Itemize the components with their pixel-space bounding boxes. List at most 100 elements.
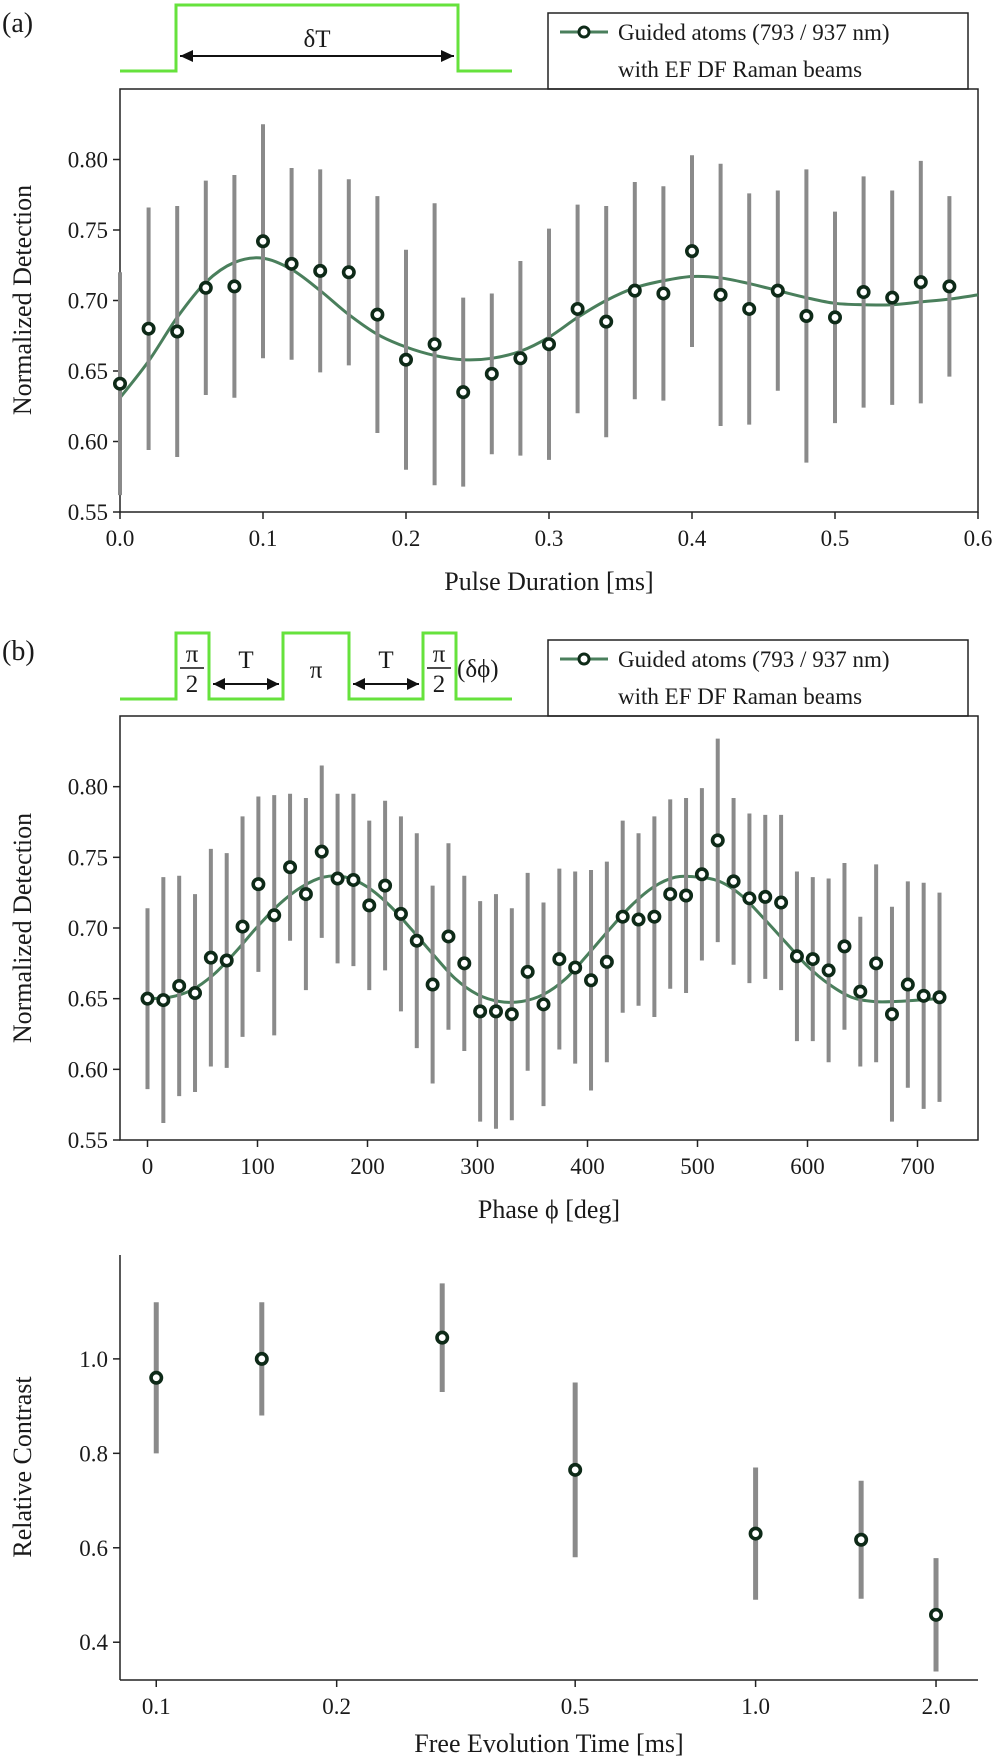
panel-b-data-point (552, 952, 567, 967)
panel-b-pi-half-2-denominator: 2 (433, 671, 446, 698)
panel-a-data-point (398, 352, 413, 367)
panel-b-data-point (330, 871, 345, 886)
panel-b-data-point (409, 933, 424, 948)
panel-b-data-point (631, 912, 646, 927)
panel-c-xtick-label: 1.0 (741, 1694, 770, 1719)
panel-a-data-point (656, 286, 671, 301)
panel-b-data-point (425, 977, 440, 992)
panel-b-data-point (774, 895, 789, 910)
panel-a-xtick-label: 0.0 (106, 526, 135, 551)
panel-a-pulse-outline (120, 3, 512, 73)
panel-b-legend: Guided atoms (793 / 937 nm) with EF DF R… (547, 639, 969, 717)
panel-c-ylabel: Relative Contrast (8, 1376, 37, 1558)
panel-b-pi-half-2-numerator: π (433, 641, 446, 668)
panel-b-legend-line2: with EF DF Raman beams (618, 684, 862, 709)
panel-b-data-point (378, 878, 393, 893)
panel-b-legend-line1: Guided atoms (793 / 937 nm) (618, 647, 890, 672)
panel-b-data-point (726, 874, 741, 889)
panel-b-T-arrowhead-1b (267, 678, 279, 690)
panel-a-legend: Guided atoms (793 / 937 nm) with EF DF R… (547, 12, 969, 90)
panel-a-ytick-label: 0.55 (68, 500, 108, 525)
panel-a-pulse-arrowhead-right (441, 50, 454, 62)
panel-a-ytick-label: 0.80 (68, 148, 108, 173)
panel-c: 0.1 0.2 0.5 1.0 2.0 0.4 0.6 0.8 1.0 Free Evoluti… (8, 1255, 978, 1758)
panel-b-data-point (504, 1007, 519, 1022)
panel-a-legend-line1: Guided atoms (793 / 937 nm) (618, 20, 890, 45)
panel-a-data-point (141, 321, 156, 336)
panel-a-xtick-label: 0.5 (821, 526, 850, 551)
panel-a-data-point (570, 301, 585, 316)
panel-a-legend-line2: with EF DF Raman beams (618, 57, 862, 82)
panel-b-data-point (647, 909, 662, 924)
panel-b-data-point (916, 988, 931, 1003)
panel-a-xtick-label: 0.2 (392, 526, 421, 551)
panel-b-ytick-label: 0.75 (68, 845, 108, 870)
panel-b-pi-pulse: π (310, 657, 323, 684)
panel-c-data-point (149, 1370, 164, 1385)
panel-a-data-point (799, 309, 814, 324)
panel-c-ytick-label: 0.8 (79, 1441, 108, 1466)
panel-b-data-point (267, 908, 282, 923)
panel-b-xtick-label: 100 (240, 1154, 275, 1179)
panel-c-data-point (854, 1532, 869, 1547)
panel-b-xtick-label: 200 (350, 1154, 385, 1179)
panel-b-data-point (805, 952, 820, 967)
panel-c-data-point (748, 1526, 763, 1541)
panel-c-xlabel: Free Evolution Time [ms] (414, 1729, 683, 1758)
panel-a-data-point (170, 324, 185, 339)
panel-a-legend-box (547, 12, 969, 90)
panel-c-xtick-label: 2.0 (922, 1694, 951, 1719)
panel-b-T-label-1: T (238, 647, 253, 674)
panel-b-xtick-label: 300 (460, 1154, 495, 1179)
panel-a-data-point (341, 265, 356, 280)
panel-b-ytick-label: 0.55 (68, 1128, 108, 1153)
panel-a-pulse-arrowhead-left (180, 50, 193, 62)
panel-a-data-point (599, 314, 614, 329)
panel-b-data-point (821, 963, 836, 978)
panel-a-data-point (885, 290, 900, 305)
panel-c-errorbars (153, 1283, 939, 1672)
panel-b-xtick-label: 400 (570, 1154, 605, 1179)
panel-b-data-point (884, 1007, 899, 1022)
panel-b-data-point (441, 929, 456, 944)
panel-b: (b) π 2 π π 2 (δϕ) T T Guided atoms (793… (2, 631, 979, 1224)
panel-b-ticks: 0 100 200 300 400 500 600 700 0.55 0.60 0.65 0.70 0.… (68, 775, 935, 1179)
panel-b-data-point (584, 973, 599, 988)
panel-a-data-point (827, 310, 842, 325)
panel-c-points (149, 1330, 944, 1622)
panel-a-ticks: 0.0 0.1 0.2 0.3 0.4 0.5 0.6 0.55 0.60 0.65 0.70 0.7… (68, 148, 993, 552)
panel-a-pulse-sequence: δT (120, 3, 512, 73)
panel-a-errorbars (118, 124, 952, 496)
panel-b-ytick-label: 0.80 (68, 775, 108, 800)
panel-a-xtick-label: 0.6 (964, 526, 993, 551)
panel-b-data-point (283, 860, 298, 875)
panel-a-data-point (456, 385, 471, 400)
panel-b-data-point (520, 964, 535, 979)
panel-a-data-point (684, 244, 699, 259)
panel-a-data-point (627, 283, 642, 298)
panel-b-data-point (219, 953, 234, 968)
panel-b-ytick-label: 0.65 (68, 987, 108, 1012)
panel-b-pulse-outline (120, 631, 512, 701)
panel-a-data-point (427, 337, 442, 352)
panel-a-data-point (770, 283, 785, 298)
panel-b-pulse-sequence: π 2 π π 2 (δϕ) T T (120, 631, 512, 701)
panel-c-data-point (435, 1330, 450, 1345)
panel-a-data-point (541, 337, 556, 352)
panel-a-data-point (255, 234, 270, 249)
panel-a-ytick-label: 0.60 (68, 430, 108, 455)
panel-b-data-point (140, 991, 155, 1006)
panel-c-xtick-label: 0.5 (561, 1694, 590, 1719)
panel-a: (a) δT Guided atoms (793 / 937 nm) with … (2, 3, 993, 596)
panel-c-ticks: 0.1 0.2 0.5 1.0 2.0 0.4 0.6 0.8 1.0 (79, 1347, 950, 1719)
panel-b-data-point (869, 956, 884, 971)
panel-a-data-point (313, 263, 328, 278)
panel-b-data-point (568, 960, 583, 975)
panel-b-ytick-label: 0.60 (68, 1057, 108, 1082)
panel-b-phase-label: (δϕ) (457, 656, 499, 683)
panel-b-data-point (853, 984, 868, 999)
panel-a-data-point (227, 279, 242, 294)
panel-b-label: (b) (2, 636, 35, 667)
panel-b-data-point (900, 977, 915, 992)
